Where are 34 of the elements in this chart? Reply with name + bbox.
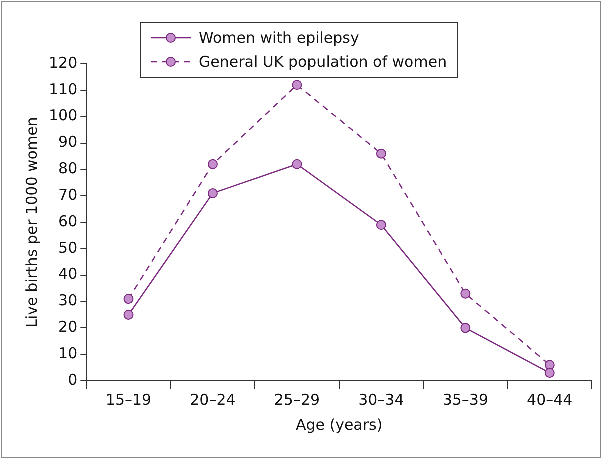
y-tick-label: 20	[58, 318, 78, 336]
x-tick-label: 15–19	[106, 390, 152, 409]
y-tick-label: 110	[48, 80, 78, 98]
x-tick-label: 35–39	[442, 390, 488, 409]
legend-label: Women with epilepsy	[199, 29, 360, 47]
point	[544, 368, 555, 378]
point	[124, 294, 134, 304]
legend-label: General UK population of women	[199, 53, 448, 71]
y-tick-label: 90	[58, 133, 78, 152]
x-tick-label: 25–29	[274, 390, 320, 409]
point	[376, 220, 386, 230]
x-axis-title: Age (years)	[296, 416, 383, 434]
point	[292, 80, 302, 90]
y-tick-label: 100	[48, 106, 78, 125]
y-axis-title: Live births per 1000 women	[22, 117, 41, 328]
point	[292, 159, 302, 170]
point	[460, 323, 471, 334]
point	[208, 188, 218, 198]
point	[460, 288, 471, 299]
y-tick-label: 40	[58, 265, 78, 284]
x-tick-label: 40–44	[527, 390, 573, 409]
y-tick-label: 50	[58, 238, 78, 257]
point	[208, 159, 218, 170]
y-tick-label: 60	[58, 212, 78, 230]
x-tick-label: 20–24	[190, 390, 236, 409]
point	[376, 148, 386, 159]
y-tick-label: 70	[58, 186, 78, 204]
y-tick-label: 120	[48, 54, 78, 72]
x-tick-label: 30–34	[358, 390, 404, 409]
y-tick-label: 30	[58, 292, 78, 310]
y-tick-label: 10	[58, 344, 78, 362]
y-tick-label: 80	[58, 160, 78, 178]
y-tick-label: 0	[68, 370, 78, 389]
point	[124, 310, 134, 320]
